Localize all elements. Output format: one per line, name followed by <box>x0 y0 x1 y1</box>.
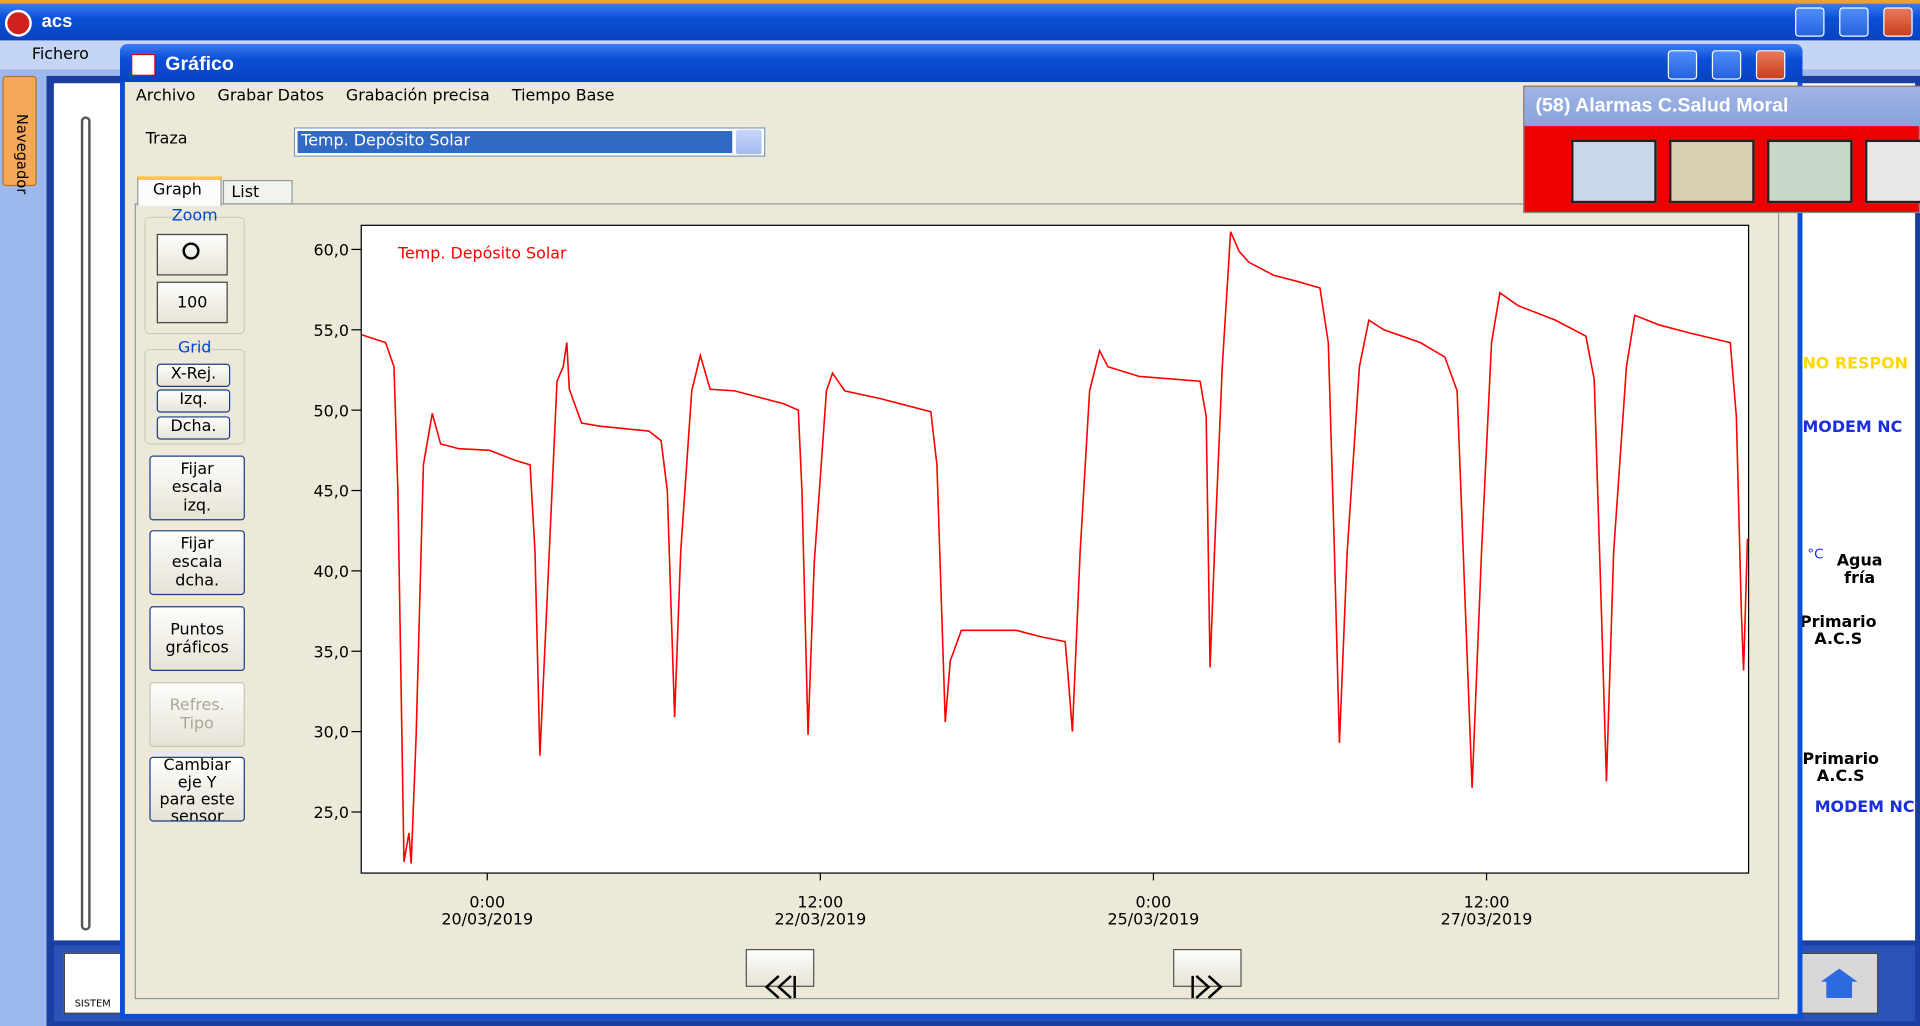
status-label: MODEM NC <box>1802 418 1903 438</box>
y-tick-label: 45,0 <box>314 482 349 501</box>
y-tick-label: 60,0 <box>314 241 349 260</box>
top-strip <box>0 0 1920 5</box>
diagram-label: Primario A.C.S <box>1802 750 1879 787</box>
y-tick-label: 40,0 <box>314 562 349 581</box>
dialog-title-bar: Gráfico <box>120 44 1803 83</box>
zoom-group: Zoom <box>144 207 245 335</box>
trace-select[interactable]: Temp. Depósito Solar <box>293 127 766 157</box>
next-button[interactable] <box>1173 948 1242 999</box>
diagram-label: Primario A.C.S <box>1800 613 1877 649</box>
x-tick-label: 12:00 22/03/2019 <box>774 893 867 930</box>
menu-item[interactable]: Grabar Datos <box>217 86 324 106</box>
dialog-title: Gráfico <box>165 53 234 75</box>
y-tick-label: 30,0 <box>314 723 349 742</box>
close[interactable] <box>1755 50 1786 80</box>
grid-button[interactable]: Dcha. <box>156 416 231 440</box>
next-icon <box>1191 975 1223 999</box>
prev-icon <box>764 975 796 999</box>
menu-item[interactable]: Fichero <box>31 45 89 64</box>
tab-active[interactable]: Graph <box>137 176 222 206</box>
series-label: Temp. Depósito Solar <box>397 243 567 262</box>
action-button[interactable]: Puntos gráficos <box>149 606 245 672</box>
app-title-bar: acs <box>0 3 1920 41</box>
y-tick-label: 25,0 <box>314 803 349 822</box>
alarm-icon[interactable] <box>1571 139 1657 204</box>
group-label: Grid <box>177 339 212 358</box>
magnifier-icon <box>182 242 200 260</box>
trace-label: Traza <box>145 129 188 149</box>
x-tick-label: 0:00 20/03/2019 <box>441 893 534 930</box>
unit-label: °C <box>1807 546 1824 563</box>
menu-item[interactable]: Archivo <box>135 86 196 106</box>
x-tick-label: 0:00 25/03/2019 <box>1107 893 1200 930</box>
y-tick-label: 55,0 <box>314 321 349 340</box>
app-icon <box>4 9 32 37</box>
status-label: NO RESPON <box>1802 355 1908 374</box>
action-button[interactable]: Fijar escala izq. <box>149 455 245 521</box>
y-tick-label: 50,0 <box>314 401 349 420</box>
alarm-title: (58) Alarmas C.Salud Moral <box>1524 86 1920 127</box>
trace-value: Temp. Depósito Solar <box>297 131 733 154</box>
menu-item[interactable]: Grabación precisa <box>345 86 490 106</box>
status-label: MODEM NC <box>1814 798 1915 817</box>
menu-item[interactable]: Tiempo Base <box>511 86 615 106</box>
action-button-disabled: Refres. Tipo <box>149 682 245 747</box>
y-tick-label: 35,0 <box>314 642 349 661</box>
zoom-button[interactable] <box>156 233 228 276</box>
minimize[interactable] <box>1667 50 1698 80</box>
grid-button[interactable]: Izq. <box>156 389 231 413</box>
close[interactable] <box>1883 7 1913 37</box>
dialog-icon <box>131 53 156 76</box>
plot-area <box>360 224 1750 874</box>
alarm-icon[interactable] <box>1766 139 1853 204</box>
alarm-icon[interactable] <box>1864 139 1920 204</box>
dialog-menu: Archivo Grabar Datos Grabación precisa Tiem… <box>136 87 637 111</box>
prev-button[interactable] <box>745 948 815 999</box>
dropdown-arrow[interactable] <box>735 129 762 155</box>
zoom-value[interactable]: 100 <box>156 281 228 324</box>
restore[interactable] <box>1839 7 1869 37</box>
sidebar-tab[interactable]: Navegador <box>2 75 37 194</box>
alarm-panel: (58) Alarmas C.Salud Moral <box>1523 85 1920 214</box>
maximize[interactable] <box>1711 50 1742 80</box>
action-button[interactable]: Fijar escala dcha. <box>149 530 245 596</box>
group-label: Zoom <box>171 206 218 226</box>
diagram-label: Agua fría <box>1836 552 1883 588</box>
pipe <box>80 116 91 931</box>
grid-group: Grid <box>144 339 245 445</box>
minimize[interactable] <box>1795 7 1825 37</box>
app-title: acs <box>41 11 73 32</box>
action-button[interactable]: Cambiar eje Y para este sensor <box>149 756 245 822</box>
alarm-icon[interactable] <box>1668 139 1755 204</box>
home-button[interactable] <box>1800 952 1879 1014</box>
tab[interactable]: List <box>222 180 293 205</box>
x-tick-label: 12:00 27/03/2019 <box>1440 893 1533 930</box>
data-line <box>360 231 1749 864</box>
grid-button[interactable]: X-Rej. <box>156 363 231 387</box>
